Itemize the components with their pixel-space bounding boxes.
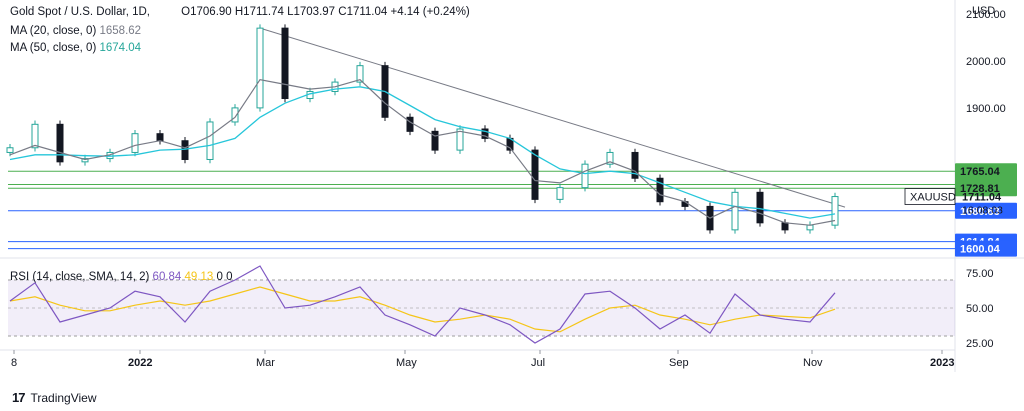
moving-averages-group [9, 79, 836, 226]
candle-body [231, 107, 239, 123]
candle-body [156, 133, 164, 142]
rsi-legend-extra: 0 0 [216, 271, 233, 283]
rsi-group [9, 265, 836, 344]
time-tick-label: May [396, 357, 417, 369]
trendline [259, 27, 846, 208]
time-tick-label: Jul [531, 357, 545, 369]
candle-body [756, 191, 764, 224]
price-tick-label: 2000.00 [966, 56, 1006, 68]
symbol-label-box [904, 188, 956, 205]
rsi-tick-label: 50.00 [966, 303, 994, 315]
time-tick-label: 2023 [930, 357, 954, 369]
tradingview-logo-icon: 17 [12, 390, 26, 405]
candle-body [556, 187, 564, 200]
legend-ma50-row: MA (50, close, 0) 1674.04 [10, 42, 141, 54]
time-tick-label: Sep [669, 357, 689, 369]
horizontal-levels [8, 170, 955, 250]
candle-body [481, 128, 489, 139]
candle-body [831, 196, 839, 226]
candle-body [256, 27, 264, 109]
candle-body [131, 133, 139, 153]
rsi-tick-label: 75.00 [966, 268, 994, 280]
legend-symbol: Gold Spot / U.S. Dollar, 1D, [10, 6, 154, 18]
candle-body [206, 121, 214, 160]
rsi-legend-value: 60.84 [152, 271, 182, 283]
candle-body [56, 123, 64, 163]
rsi-legend-label: RSI (14, close, SMA, 14, 2) [10, 271, 150, 283]
ma20-line [9, 79, 836, 226]
legend-ma20-label: MA (20, close, 0) [10, 25, 97, 37]
time-tick-label: Mar [256, 357, 275, 369]
candle-body [806, 224, 814, 231]
level-labels-group: 1765.041736.801728.811680.631614.841600.… [904, 163, 1017, 257]
ma50-line [9, 86, 836, 219]
candle-body [631, 151, 639, 179]
last-price-label: 1711.04 [962, 192, 1002, 204]
countdown-label: 16:08:03 [962, 205, 1003, 217]
legend-ma50-label: MA (50, close, 0) [10, 42, 97, 54]
candle-body [356, 65, 364, 83]
level-label-box [955, 202, 1017, 219]
candle-body [6, 147, 14, 153]
candle-body [781, 222, 789, 231]
legend-symbol-row: Gold Spot / U.S. Dollar, 1D, O1706.90 H1… [10, 6, 470, 18]
trendline-group [259, 27, 846, 208]
rsi-tick-label: 25.00 [966, 338, 994, 350]
rsi-sma-line [9, 286, 836, 333]
level-label-text: 1728.81 [960, 183, 1000, 195]
level-label-box [955, 163, 1017, 180]
rsi-legend-sma: 49.13 [184, 271, 214, 283]
price-tick-label: 1900.00 [966, 103, 1006, 115]
candle-body [81, 158, 89, 163]
candle-body [456, 128, 464, 151]
time-tick-label: 8 [11, 357, 17, 369]
candle-body [581, 163, 589, 189]
level-label-text: 1680.63 [960, 206, 1000, 218]
time-tick-label: Nov [803, 357, 823, 369]
candle-body [181, 140, 189, 160]
price-tick-label: 2100.00 [966, 9, 1006, 21]
candle-body [281, 27, 289, 100]
candle-body [431, 130, 439, 151]
candle-body [406, 116, 414, 132]
tradingview-name: TradingView [30, 390, 97, 405]
symbol-label: XAUUSD [910, 192, 956, 204]
rsi-legend: RSI (14, close, SMA, 14, 2) 60.84 49.13 … [10, 271, 233, 283]
legend-ma50-value: 1674.04 [99, 42, 142, 54]
tradingview-brand[interactable]: 17 TradingView [12, 390, 97, 405]
candle-body [731, 191, 739, 231]
time-tick-label: 2022 [128, 357, 152, 369]
level-label-box [955, 180, 1017, 197]
candle-body [606, 151, 614, 165]
level-label-box [955, 240, 1017, 257]
currency-label: USD [972, 5, 995, 17]
legend-ma20-value: 1658.62 [99, 25, 142, 37]
level-label-text: 1600.04 [960, 244, 1001, 256]
candle-body [656, 177, 664, 203]
legend-ohlc: O1706.90 H1711.74 L1703.97 C1711.04 +4.1… [181, 6, 470, 18]
candle-body [31, 123, 39, 149]
rsi-line [9, 265, 836, 344]
candle-body [531, 149, 539, 200]
level-label-text: 1765.04 [960, 166, 1001, 178]
legend-ma20-row: MA (20, close, 0) 1658.62 [10, 25, 141, 37]
